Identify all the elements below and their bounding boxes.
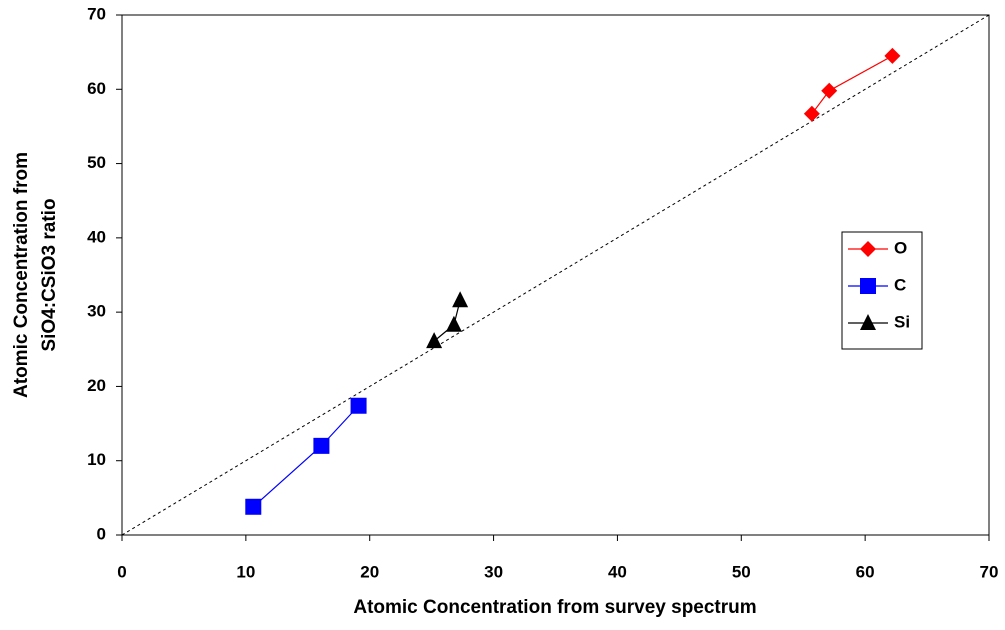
marker <box>245 498 262 515</box>
y-tick-label: 0 <box>97 524 106 543</box>
y-tick-label: 40 <box>87 227 106 246</box>
marker <box>313 437 330 454</box>
marker <box>821 82 838 99</box>
series-line <box>252 405 360 508</box>
y-axis-title: Atomic Concentration from <box>11 152 32 398</box>
legend-label: C <box>894 275 906 294</box>
reference-diagonal <box>121 14 990 536</box>
marker <box>426 332 443 349</box>
x-axis-title: Atomic Concentration from survey spectru… <box>353 597 756 618</box>
y-tick-label: 30 <box>87 302 106 321</box>
y-tick-label: 10 <box>87 450 106 469</box>
marker <box>884 47 901 64</box>
marker <box>860 314 876 330</box>
marker <box>452 291 469 308</box>
legend: OC Si <box>841 231 923 350</box>
legend-box <box>841 231 923 350</box>
x-tick-label: 20 <box>360 562 379 581</box>
marker <box>803 105 820 122</box>
legend-label: Si <box>894 312 910 331</box>
series-line <box>811 55 893 115</box>
x-tick-label: 50 <box>732 562 751 581</box>
legend-label: O <box>894 238 907 257</box>
y-tick-label: 20 <box>87 376 106 395</box>
marker <box>860 241 876 257</box>
marker <box>350 397 367 414</box>
y-tick-label: 60 <box>87 79 106 98</box>
y-axis-title: SiO4:CSiO3 ratio <box>39 198 60 351</box>
x-tick-label: 40 <box>608 562 627 581</box>
x-tick-label: 70 <box>980 562 999 581</box>
marker <box>445 315 462 332</box>
x-tick-label: 0 <box>117 562 126 581</box>
x-tick-label: 10 <box>236 562 255 581</box>
plot-frame <box>121 14 990 536</box>
x-tick-label: 60 <box>856 562 875 581</box>
x-tick-label: 30 <box>484 562 503 581</box>
y-tick-label: 50 <box>87 153 106 172</box>
y-tick-label: 70 <box>87 4 106 23</box>
marker <box>860 278 876 294</box>
